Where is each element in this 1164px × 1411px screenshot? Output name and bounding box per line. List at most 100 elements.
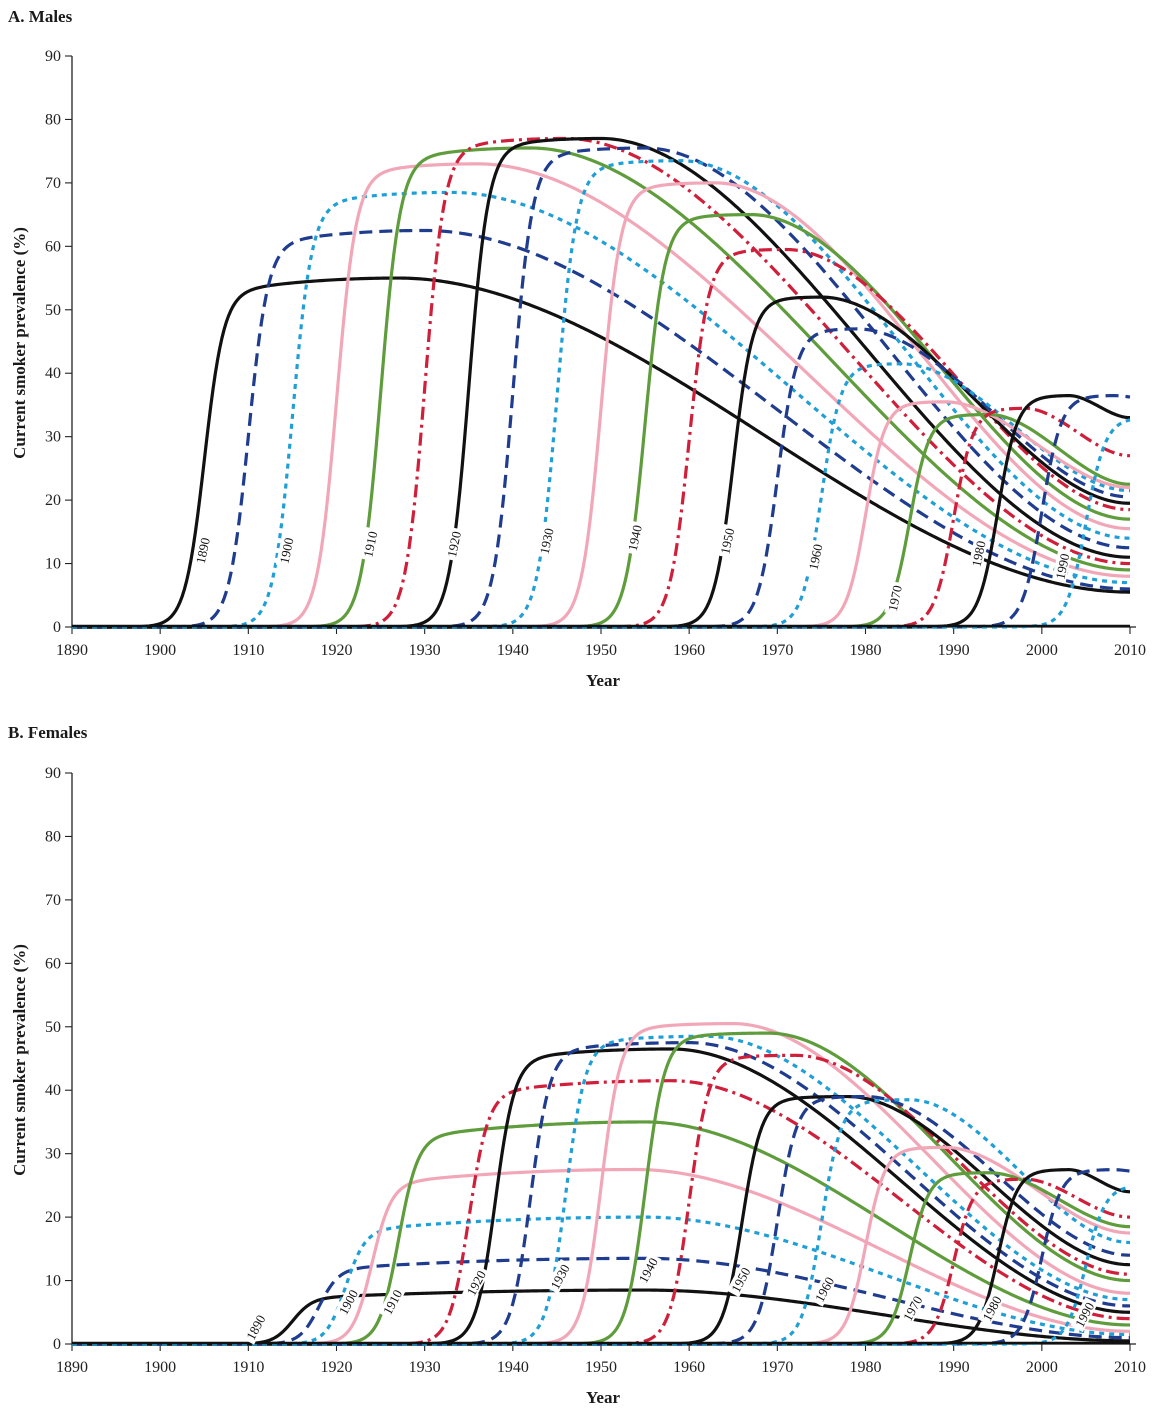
series-line-cohort-1930	[72, 1034, 1131, 1346]
x-tick-label: 1890	[56, 642, 88, 659]
series-line-cohort-1935	[72, 1022, 1131, 1346]
y-tick-label: 30	[45, 1146, 61, 1163]
x-tick-label: 1890	[56, 1359, 88, 1376]
cohort-label: 1930	[535, 523, 557, 559]
series-line-cohort-1975	[72, 406, 1131, 629]
x-tick-label: 1900	[144, 642, 176, 659]
y-tick-label: 30	[45, 429, 61, 446]
cohort-label: 1890	[192, 533, 213, 568]
x-tick-label: 1990	[938, 1359, 970, 1376]
cohort-label-text: 1990	[1052, 552, 1072, 581]
y-tick-label: 50	[45, 1019, 61, 1036]
x-tick-label: 1920	[321, 642, 353, 659]
cohort-label-background	[898, 1290, 926, 1326]
cohort-label: 1910	[359, 526, 380, 562]
x-tick-label: 1950	[585, 1359, 617, 1376]
cohort-label-text: 1920	[444, 530, 464, 559]
x-tick-label: 1910	[232, 642, 264, 659]
y-tick-label: 0	[53, 619, 61, 636]
cohort-label-background	[1051, 549, 1073, 584]
x-tick-label: 2010	[1114, 642, 1146, 659]
cohort-label-background	[545, 1259, 574, 1294]
series-line-cohort-1895	[72, 1256, 1131, 1346]
x-tick-label: 1930	[409, 1359, 441, 1376]
x-tick-label: 1970	[761, 642, 793, 659]
cohort-label-text: 1940	[625, 524, 645, 553]
cohort-label: 1920	[443, 526, 464, 562]
cohort-label-background	[810, 1271, 838, 1307]
cohort-label: 1970	[884, 580, 905, 616]
series-line-cohort-1955	[72, 1094, 1131, 1346]
panel-title-males: A. Males	[8, 7, 73, 26]
series-group-males	[72, 136, 1131, 629]
cohort-label-background	[535, 523, 557, 559]
cohort-label-background	[275, 533, 297, 568]
cohort-label-background	[334, 1284, 362, 1320]
series-line-cohort-1925	[72, 1041, 1131, 1346]
y-tick-label: 90	[45, 765, 61, 782]
cohort-label: 1950	[716, 523, 738, 559]
x-tick-label: 1940	[497, 642, 529, 659]
y-axis-title-males: Current smoker prevalence (%)	[10, 227, 29, 459]
x-tick-label: 1950	[585, 642, 617, 659]
series-line-cohort-1910	[72, 1120, 1131, 1346]
series-line-cohort-1900	[72, 1215, 1130, 1346]
cohort-label-text: 1900	[276, 536, 296, 565]
series-line-cohort-1925	[72, 146, 1131, 629]
x-tick-label: 2000	[1026, 642, 1058, 659]
y-tick-label: 10	[45, 556, 61, 573]
y-tick-label: 20	[45, 492, 61, 509]
cohort-label-text: 1950	[717, 527, 737, 556]
y-tick-label: 90	[45, 48, 61, 65]
x-tick-label: 1980	[850, 642, 882, 659]
x-tick-label: 1920	[321, 1359, 353, 1376]
series-line-cohort-1960	[72, 1098, 1131, 1346]
series-line-cohort-1985	[72, 393, 1131, 629]
y-tick-label: 70	[45, 892, 61, 909]
cohort-label-text: 1970	[885, 584, 905, 613]
series-line-cohort-1980	[72, 393, 1131, 629]
y-tick-label: 80	[45, 828, 61, 845]
y-tick-label: 40	[45, 365, 61, 382]
cohort-label-background	[624, 520, 645, 555]
cohort-label: 1990	[1051, 549, 1073, 584]
series-line-cohort-1930	[72, 159, 1131, 629]
cohort-label: 1900	[275, 533, 297, 568]
panel-males: A. Males 0 10 20 30 40 50 60 70 80 90 1890 1900 1910…	[8, 7, 1146, 690]
cohort-label: 1940	[624, 520, 645, 555]
cohort-labels-males: 1890 1900 1910 1920 1930 1940 1950 1960 1970 1980…	[192, 520, 1073, 616]
cohort-label-text: 1980	[969, 539, 989, 568]
x-tick-label: 2010	[1114, 1359, 1146, 1376]
cohort-label: 1920	[462, 1265, 490, 1301]
x-tick-label: 1990	[938, 642, 970, 659]
series-group-females	[72, 1022, 1131, 1346]
y-tick-label: 60	[45, 238, 61, 255]
x-tick-label: 1930	[409, 642, 441, 659]
y-tick-label: 20	[45, 1209, 61, 1226]
cohort-label-background	[804, 539, 826, 574]
x-tick-label: 1960	[673, 1359, 705, 1376]
cohort-label-background	[192, 533, 213, 568]
x-tick-label: 1970	[761, 1359, 793, 1376]
y-tick-label: 70	[45, 175, 61, 192]
series-line-cohort-1895	[72, 228, 1131, 629]
cohort-label-background	[378, 1284, 406, 1320]
x-axis-title-females: Year	[586, 1388, 620, 1407]
y-tick-label: 40	[45, 1082, 61, 1099]
panel-females: B. Females 0 10 20 30 40 50 60 70 80 90 1890 1900 19…	[8, 723, 1146, 1407]
cohort-label: 1960	[810, 1271, 838, 1307]
series-line-cohort-1990	[72, 418, 1131, 629]
series-line-cohort-1890	[72, 276, 1131, 629]
cohort-label-background	[716, 523, 738, 559]
axes-females: 0 10 20 30 40 50 60 70 80 90 1890 1900 1910 1920 1930 1…	[45, 765, 1146, 1376]
y-tick-label: 10	[45, 1273, 61, 1290]
panel-title-females: B. Females	[8, 723, 88, 742]
y-tick-label: 0	[53, 1336, 61, 1353]
x-tick-label: 1960	[673, 642, 705, 659]
x-tick-label: 1980	[850, 1359, 882, 1376]
cohort-label-background	[1070, 1297, 1098, 1332]
cohort-label-background	[443, 526, 464, 562]
